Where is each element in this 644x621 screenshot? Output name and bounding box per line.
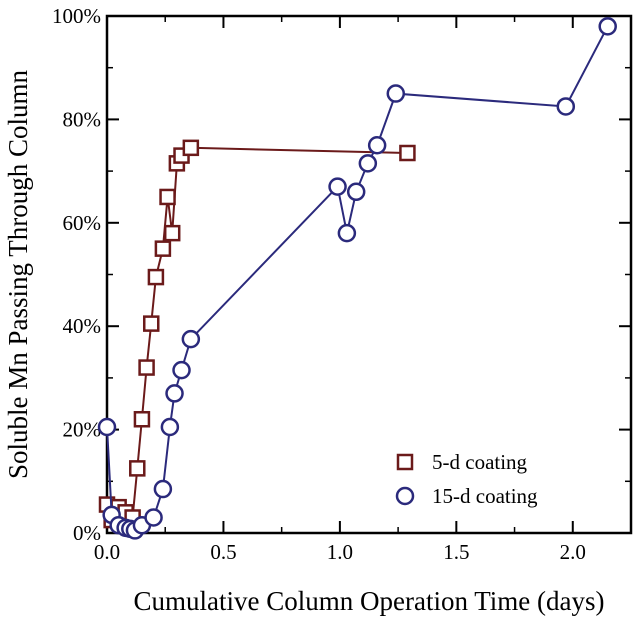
x-tick-label: 1.0: [327, 540, 353, 564]
data-point: [367, 136, 387, 155]
data-point: [163, 224, 181, 242]
data-point: [138, 359, 155, 376]
plot-frame: [105, 14, 633, 535]
legend-marker: [395, 486, 415, 506]
data-point: [153, 479, 173, 499]
data-point: [181, 329, 201, 349]
series-layer: [97, 17, 617, 540]
data-point: [182, 139, 200, 157]
series-line: [106, 146, 408, 523]
data-point: [165, 384, 184, 403]
data-point: [160, 417, 180, 437]
data-point: [386, 84, 406, 103]
x-tick-label: 1.5: [443, 540, 469, 564]
y-tick-label: 80%: [63, 107, 102, 131]
series-1: [98, 139, 416, 529]
data-point: [159, 188, 176, 206]
legend: 5-d coating 15-d coating: [395, 450, 538, 508]
data-point: [399, 144, 416, 162]
y-tick-label: 60%: [63, 211, 102, 235]
data-point: [97, 417, 117, 437]
series-line: [106, 25, 609, 532]
data-point: [358, 154, 378, 173]
legend-marker: [396, 453, 414, 471]
x-tick-label: 0.0: [94, 540, 120, 564]
data-point: [172, 360, 191, 380]
y-tick-label: 100%: [52, 4, 101, 28]
data-point: [556, 97, 576, 116]
data-point: [598, 17, 617, 36]
data-point: [147, 268, 165, 286]
x-tick-label: 0.5: [210, 540, 236, 564]
y-axis-title: Soluble Mn Passing Through Column: [3, 69, 33, 479]
data-point: [133, 411, 151, 428]
data-point: [129, 460, 146, 477]
data-point: [142, 315, 160, 332]
data-point: [328, 177, 347, 196]
series-2: [97, 17, 617, 540]
data-point: [144, 508, 163, 527]
data-point: [154, 240, 172, 257]
legend-label: 15-d coating: [432, 484, 538, 508]
axes: 0% 20% 40% 60% 80% 100% 0.0 0.5 1.0 1.5 2.0: [52, 4, 633, 564]
y-tick-label: 20%: [63, 418, 102, 442]
data-point: [337, 223, 357, 243]
y-tick-label: 0%: [73, 521, 101, 545]
x-tick-label: 2.0: [560, 540, 586, 564]
legend-label: 5-d coating: [432, 450, 528, 474]
data-point: [346, 182, 366, 202]
y-tick-label: 40%: [63, 314, 102, 338]
x-axis-title: Cumulative Column Operation Time (days): [134, 586, 605, 616]
